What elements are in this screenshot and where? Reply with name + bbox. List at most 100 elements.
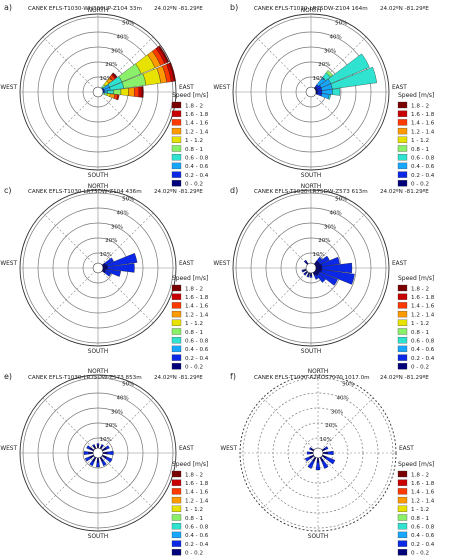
grid-spoke — [97, 397, 154, 454]
legend-label: 1.8 - 2 — [411, 286, 429, 292]
panel-title: CANEK EFLS-T1030-LR75DW-Z104 164m — [254, 6, 368, 12]
legend-swatch — [171, 540, 182, 547]
legend-label: 1.6 - 1.8 — [185, 295, 209, 301]
panel-label: b) — [230, 3, 238, 12]
legend-swatch — [397, 171, 408, 178]
rose-petal — [318, 255, 330, 265]
rose-petal — [89, 460, 95, 467]
rose-petal — [107, 450, 114, 456]
panel-coords: 24.02ºN -81.29ºE — [380, 5, 429, 12]
ring-label: 40% — [329, 34, 341, 40]
rose-petal — [313, 274, 319, 280]
legend-swatch — [171, 101, 182, 109]
legend-swatch — [171, 531, 182, 539]
ring-label: 30% — [331, 409, 343, 415]
rose-petal — [327, 450, 334, 456]
legend-label: 0.8 - 1 — [185, 147, 203, 153]
grid-spoke — [262, 397, 319, 454]
panel-label: f) — [230, 372, 236, 381]
grid-ring — [242, 377, 394, 529]
legend-label: 0.8 - 1 — [411, 516, 429, 522]
legend-title: Speed [m/s] — [398, 92, 434, 99]
rose-petal — [101, 460, 107, 467]
windrose-panel-b: b) CANEK EFLS-T1030-LR75DW-Z104 164m 24.02… — [213, 3, 434, 188]
rose-petal — [316, 256, 323, 263]
legend-swatch — [397, 293, 408, 300]
direction-south: SOUTH — [88, 173, 108, 179]
ring-label: 30% — [111, 409, 123, 415]
direction-west: WEST — [213, 261, 230, 267]
ring-label: 30% — [324, 48, 336, 54]
rose-petal — [307, 460, 315, 469]
grid-spoke — [97, 452, 154, 509]
legend-swatch — [397, 514, 408, 521]
rose-petal — [332, 88, 341, 96]
rose-petal — [88, 451, 94, 455]
legend-label: 0.8 - 1 — [185, 516, 203, 522]
rose-petal — [105, 445, 110, 450]
rose-petal — [107, 263, 135, 273]
ring-label: 30% — [111, 48, 123, 54]
ring-label: 20% — [325, 423, 337, 429]
rose-petal — [120, 88, 129, 96]
legend-label: 0.8 - 1 — [411, 330, 429, 336]
direction-east: EAST — [392, 261, 407, 267]
panel-label: d) — [230, 186, 238, 195]
direction-south: SOUTH — [301, 349, 321, 355]
legend-swatch — [397, 549, 408, 556]
windrose-panel-c: c) CANEK EFLS-T1030-LR75DW-Z104 436m 24.02… — [0, 184, 208, 371]
ring-label: 50% — [122, 381, 134, 387]
legend-swatch — [171, 154, 182, 161]
ring-label: 50% — [335, 196, 347, 202]
rose-petal — [113, 89, 122, 95]
rose-petal — [84, 456, 91, 462]
rose-petal — [304, 456, 311, 462]
legend-swatch — [397, 110, 408, 117]
rose-petal — [128, 87, 135, 97]
center-hole — [312, 447, 324, 459]
legend-swatch — [397, 505, 408, 512]
rose-petal — [83, 451, 89, 455]
legend-swatch — [171, 293, 182, 300]
legend-swatch — [397, 119, 408, 126]
rose-petal — [96, 457, 100, 463]
ring-label: 40% — [336, 395, 348, 401]
legend-swatch — [397, 479, 408, 486]
legend-label: 1.4 - 1.6 — [411, 121, 435, 127]
ring-label: 50% — [335, 20, 347, 26]
grid-spoke — [255, 267, 312, 324]
rose-petal — [169, 62, 176, 82]
ring-label: 40% — [116, 210, 128, 216]
ring-label: 20% — [105, 423, 117, 429]
legend-swatch — [397, 319, 408, 326]
grid-spoke — [255, 212, 312, 269]
legend-swatch — [171, 136, 182, 143]
legend-label: 1 - 1.2 — [411, 321, 429, 327]
rose-petal — [104, 257, 114, 266]
panel-coords: 24.02ºN -81.29ºE — [154, 374, 203, 381]
ring-label: 40% — [116, 34, 128, 40]
legend-label: 0.6 - 0.8 — [185, 156, 209, 162]
rose-petal — [104, 270, 112, 277]
legend-label: 0.4 - 0.6 — [185, 347, 209, 353]
legend-label: 0 - 0.2 — [185, 365, 203, 371]
ring-label: 50% — [122, 20, 134, 26]
panel-coords: 24.02ºN -81.29ºE — [380, 188, 429, 195]
legend-swatch — [397, 531, 408, 539]
legend-label: 0 - 0.2 — [185, 182, 203, 188]
panel-title: CANEK EFLS-T1030-WH300UP-Z104 33m — [28, 6, 142, 12]
legend-label: 0 - 0.2 — [411, 182, 429, 188]
direction-north: NORTH — [301, 8, 321, 14]
legend-label: 1.4 - 1.6 — [411, 304, 435, 310]
legend-label: 1.2 - 1.4 — [411, 129, 435, 135]
windrose-panel-d: d) CANEK EFLS-T1030-LR75DW-Z573 613m 24.02… — [213, 184, 434, 371]
legend-title: Speed [m/s] — [172, 92, 208, 99]
rose-petal — [92, 444, 96, 447]
legend-swatch — [171, 127, 182, 135]
direction-south: SOUTH — [88, 349, 108, 355]
rose-petal — [306, 274, 310, 278]
legend-swatch — [171, 328, 182, 335]
rose-petal — [306, 451, 311, 455]
legend-label: 1.2 - 1.4 — [185, 129, 209, 135]
legend-swatch — [171, 496, 182, 504]
